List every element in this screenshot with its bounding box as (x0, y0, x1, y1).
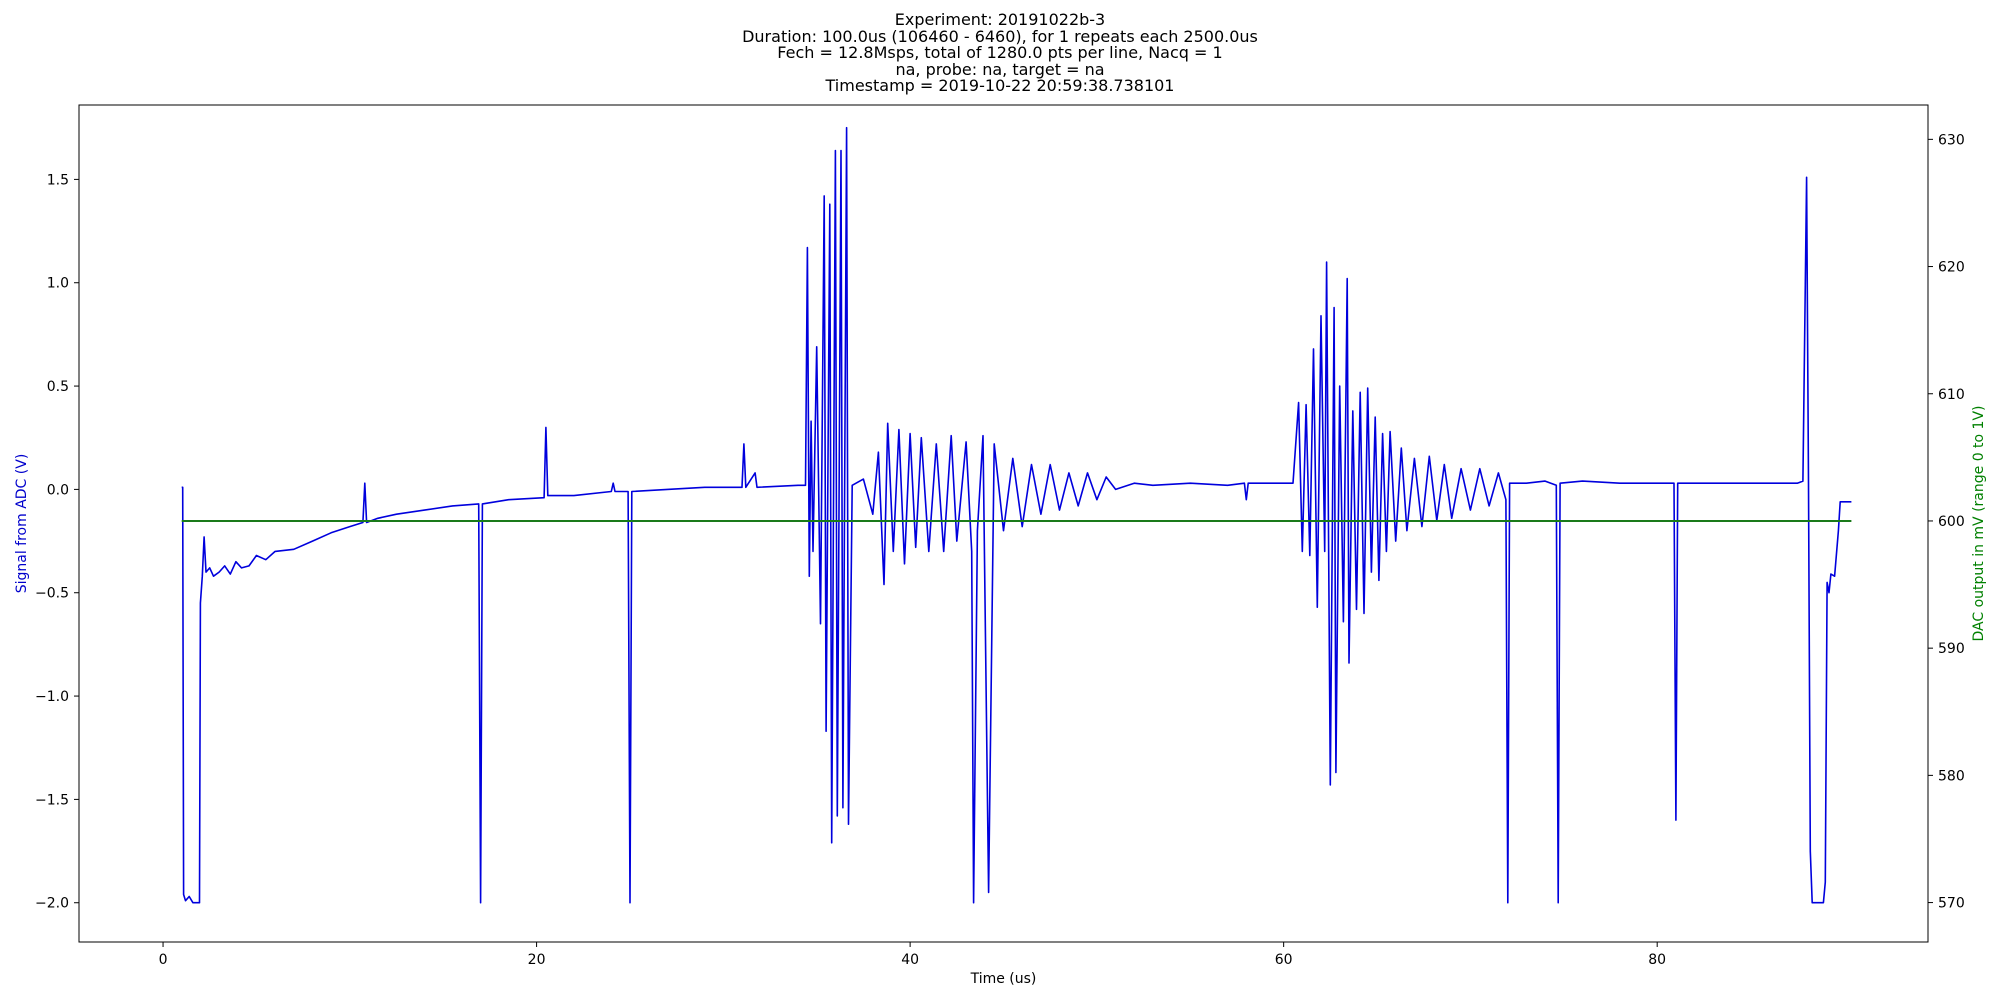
adc-signal-line (181, 126, 1852, 904)
x-tick-label: 80 (1648, 952, 1666, 968)
right-y-tick-label: 610 (1938, 387, 1965, 403)
right-y-tick-label: 570 (1938, 896, 1965, 912)
right-y-tick-label: 580 (1938, 768, 1965, 784)
x-tick-label: 60 (1275, 952, 1293, 968)
x-tick-label: 20 (528, 952, 546, 968)
right-y-tick-label: 620 (1938, 260, 1965, 276)
x-axis: 0 20 40 60 80 (159, 942, 1666, 968)
left-y-tick-label: 1.5 (47, 172, 69, 188)
left-y-tick-label: −2.0 (35, 896, 69, 912)
plot-frame (78, 104, 1929, 943)
right-y-tick-label: 630 (1938, 132, 1965, 148)
title-line-3: Fech = 12.8Msps, total of 1280.0 pts per… (777, 43, 1223, 63)
title-line-5: Timestamp = 2019-10-22 20:59:38.738101 (825, 76, 1175, 96)
left-y-tick-label: 0.0 (47, 482, 69, 498)
title-line-4: na, probe: na, target = na (895, 59, 1105, 79)
left-y-tick-label: −0.5 (35, 586, 69, 602)
chart-title: Experiment: 20191022b-3 Duration: 100.0u… (0, 10, 2000, 96)
left-y-tick-label: 0.5 (47, 379, 69, 395)
title-line-1: Experiment: 20191022b-3 (894, 10, 1106, 29)
right-y-tick-label: 590 (1938, 641, 1965, 657)
left-y-tick-label: 1.0 (47, 276, 69, 292)
left-y-tick-label: −1.0 (35, 689, 69, 705)
title-line-2: Duration: 100.0us (106460 - 6460), for 1… (742, 26, 1258, 46)
x-tick-label: 0 (159, 952, 168, 968)
left-y-axis: −2.0 −1.5 −1.0 −0.5 0.0 0.5 1.0 1.5 (35, 172, 79, 912)
left-y-tick-label: −1.5 (35, 792, 69, 808)
x-tick-label: 40 (901, 952, 919, 968)
right-y-axis-label: DAC output in mV (range 0 to 1V) (1971, 405, 1987, 641)
x-axis-label: Time (us) (970, 971, 1037, 987)
plot-lines (181, 126, 1852, 904)
right-y-axis: 570 580 590 600 610 620 630 (1928, 132, 1965, 912)
right-y-tick-label: 600 (1938, 514, 1965, 530)
left-y-axis-label: Signal from ADC (V) (14, 454, 30, 594)
